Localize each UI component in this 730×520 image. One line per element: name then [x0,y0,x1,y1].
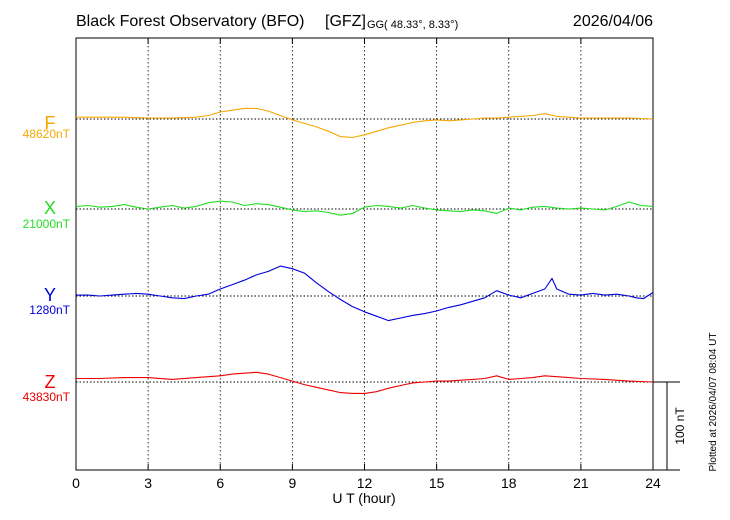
plot-grid [147,38,582,470]
x-tick-label: 0 [72,475,80,491]
component-f-label: F [45,113,56,133]
component-x-label: X [44,198,56,218]
scale-bar-label: 100 nT [673,407,687,445]
component-y-baseline-value: 1280nT [29,303,70,317]
series-baselines [76,118,653,383]
x-tick-label: 6 [216,475,224,491]
x-axis-title: U T (hour) [332,490,395,506]
x-tick-label: 12 [357,475,373,491]
x-tick-label: 21 [573,475,589,491]
coordinate-prefix: GG [367,19,384,31]
chart-date: 2026/04/06 [573,13,653,30]
chart-title: Black Forest Observatory (BFO) [76,13,305,30]
series-z-line [76,371,654,394]
data-source: [GFZ] [325,13,366,30]
series-x-line [75,200,654,216]
x-tick-label: 3 [144,475,152,491]
x-tick-label: 9 [288,475,296,491]
station-coordinates: ( 48.33°, 8.33°) [384,19,458,31]
component-z-baseline-value: 43830nT [23,390,71,404]
series-f-line [76,107,654,139]
x-tick-label: 24 [645,475,661,491]
series-y-line [76,265,654,322]
component-x-baseline-value: 21000nT [23,217,71,231]
scale-bar: 100 nT [653,381,687,471]
x-axis-ticks: 0 3 6 9 12 15 18 21 24 [72,38,661,491]
plotted-timestamp: Plotted at 2026/04/07 08:04 UT [708,333,719,472]
component-z-label: Z [45,372,56,392]
x-tick-label: 18 [501,475,517,491]
component-y-label: Y [44,285,56,305]
x-tick-label: 15 [429,475,445,491]
series-lines [75,107,654,394]
component-f-baseline-value: 48620nT [23,127,71,141]
